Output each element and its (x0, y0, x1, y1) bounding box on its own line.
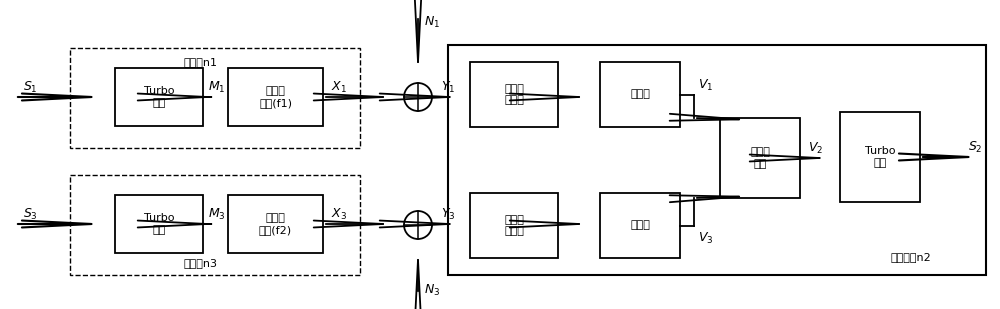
Text: 软检测: 软检测 (630, 221, 650, 231)
Bar (70, 175, 360, 275)
Bar (115, 195, 203, 253)
Bar (448, 45, 986, 275)
Text: $M_3$: $M_3$ (208, 206, 226, 222)
Text: $X_3$: $X_3$ (331, 206, 347, 222)
Bar (600, 193, 680, 258)
Text: $Y_3$: $Y_3$ (441, 206, 455, 222)
Text: 中继节点n2: 中继节点n2 (891, 252, 931, 262)
Bar (840, 112, 920, 202)
Bar (115, 68, 203, 126)
Text: 源节点n3: 源节点n3 (184, 258, 218, 268)
Bar (720, 118, 800, 198)
Bar (228, 195, 323, 253)
Text: 软检测: 软检测 (630, 90, 650, 99)
Text: Turbo
解码: Turbo 解码 (865, 146, 895, 168)
Text: $N_3$: $N_3$ (424, 282, 440, 298)
Text: 软信息
合并: 软信息 合并 (750, 147, 770, 169)
Text: Turbo
编码: Turbo 编码 (144, 213, 174, 235)
Text: 调制信
号识别: 调制信 号识别 (504, 84, 524, 105)
Bar (228, 68, 323, 126)
Ellipse shape (404, 211, 432, 239)
Bar (470, 62, 558, 127)
Bar (600, 62, 680, 127)
Text: 自适应
调制(f2): 自适应 调制(f2) (259, 213, 292, 235)
Text: $Y_1$: $Y_1$ (441, 79, 455, 95)
Text: $V_2$: $V_2$ (808, 141, 824, 155)
Text: $X_1$: $X_1$ (331, 79, 347, 95)
Text: Turbo
编码: Turbo 编码 (144, 86, 174, 108)
Text: $S_3$: $S_3$ (23, 206, 37, 222)
Ellipse shape (404, 83, 432, 111)
Bar (70, 48, 360, 148)
Text: $V_1$: $V_1$ (698, 78, 714, 93)
Text: $M_1$: $M_1$ (208, 79, 226, 95)
Text: $S_2$: $S_2$ (968, 139, 982, 154)
Text: 源节点n1: 源节点n1 (184, 57, 218, 67)
Text: $V_3$: $V_3$ (698, 231, 714, 246)
Text: $N_1$: $N_1$ (424, 15, 440, 30)
Bar (470, 193, 558, 258)
Text: 自适应
调制(f1): 自适应 调制(f1) (259, 86, 292, 108)
Text: $S_1$: $S_1$ (23, 79, 37, 95)
Text: 调制信
号识别: 调制信 号识别 (504, 215, 524, 236)
